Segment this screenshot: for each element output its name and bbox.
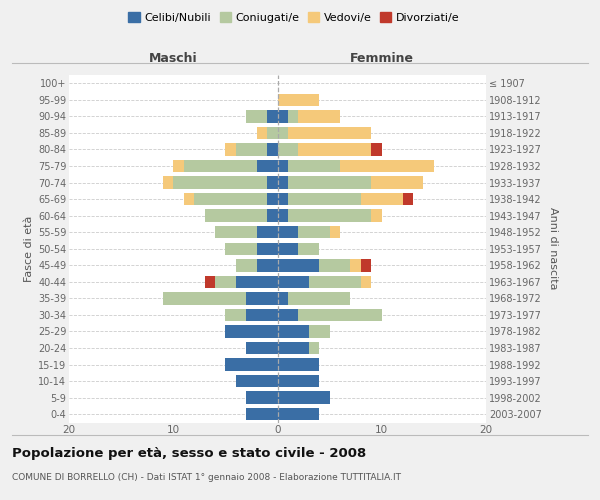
Bar [226, 358, 277, 371]
Bar [277, 242, 298, 255]
Bar [226, 326, 277, 338]
Bar [215, 226, 257, 238]
Bar [173, 160, 184, 172]
Bar [267, 144, 277, 156]
Bar [298, 242, 319, 255]
Bar [236, 259, 257, 272]
Bar [298, 144, 371, 156]
Bar [277, 110, 288, 122]
Bar [226, 144, 236, 156]
Bar [267, 210, 277, 222]
Bar [277, 160, 288, 172]
Bar [184, 160, 257, 172]
Bar [194, 193, 267, 205]
Bar [236, 144, 267, 156]
Bar [298, 226, 329, 238]
Bar [184, 193, 194, 205]
Bar [277, 176, 288, 189]
Bar [246, 408, 277, 420]
Bar [267, 110, 277, 122]
Bar [205, 210, 267, 222]
Bar [173, 176, 267, 189]
Y-axis label: Fasce di età: Fasce di età [23, 216, 34, 282]
Bar [371, 176, 424, 189]
Bar [226, 308, 246, 321]
Bar [246, 292, 277, 304]
Bar [403, 193, 413, 205]
Bar [226, 242, 257, 255]
Bar [361, 276, 371, 288]
Bar [309, 276, 361, 288]
Bar [350, 259, 361, 272]
Bar [340, 160, 434, 172]
Bar [319, 259, 350, 272]
Bar [277, 210, 288, 222]
Bar [267, 126, 277, 139]
Text: Femmine: Femmine [350, 52, 414, 65]
Bar [277, 292, 288, 304]
Bar [371, 144, 382, 156]
Bar [371, 210, 382, 222]
Legend: Celibi/Nubili, Coniugati/e, Vedovi/e, Divorziati/e: Celibi/Nubili, Coniugati/e, Vedovi/e, Di… [124, 8, 464, 28]
Bar [277, 392, 329, 404]
Bar [277, 326, 309, 338]
Text: COMUNE DI BORRELLO (CH) - Dati ISTAT 1° gennaio 2008 - Elaborazione TUTTITALIA.I: COMUNE DI BORRELLO (CH) - Dati ISTAT 1° … [12, 472, 401, 482]
Bar [288, 210, 371, 222]
Bar [277, 276, 309, 288]
Bar [246, 308, 277, 321]
Bar [361, 259, 371, 272]
Bar [277, 126, 288, 139]
Bar [277, 408, 319, 420]
Bar [267, 176, 277, 189]
Bar [163, 292, 246, 304]
Bar [329, 226, 340, 238]
Bar [163, 176, 173, 189]
Bar [277, 342, 309, 354]
Bar [298, 110, 340, 122]
Text: Maschi: Maschi [149, 52, 197, 65]
Bar [246, 342, 277, 354]
Bar [246, 392, 277, 404]
Bar [205, 276, 215, 288]
Bar [257, 126, 267, 139]
Bar [277, 259, 319, 272]
Bar [277, 308, 298, 321]
Text: Popolazione per età, sesso e stato civile - 2008: Popolazione per età, sesso e stato civil… [12, 448, 366, 460]
Bar [288, 126, 371, 139]
Bar [288, 176, 371, 189]
Bar [257, 259, 277, 272]
Bar [288, 193, 361, 205]
Bar [257, 242, 277, 255]
Bar [236, 276, 277, 288]
Bar [309, 342, 319, 354]
Bar [288, 110, 298, 122]
Bar [277, 94, 319, 106]
Bar [257, 226, 277, 238]
Bar [288, 292, 350, 304]
Bar [277, 193, 288, 205]
Bar [277, 375, 319, 388]
Bar [236, 375, 277, 388]
Bar [361, 193, 403, 205]
Bar [298, 308, 382, 321]
Y-axis label: Anni di nascita: Anni di nascita [548, 208, 559, 290]
Bar [246, 110, 267, 122]
Bar [277, 358, 319, 371]
Bar [309, 326, 329, 338]
Bar [288, 160, 340, 172]
Bar [277, 144, 298, 156]
Bar [277, 226, 298, 238]
Bar [267, 193, 277, 205]
Bar [215, 276, 236, 288]
Bar [257, 160, 277, 172]
